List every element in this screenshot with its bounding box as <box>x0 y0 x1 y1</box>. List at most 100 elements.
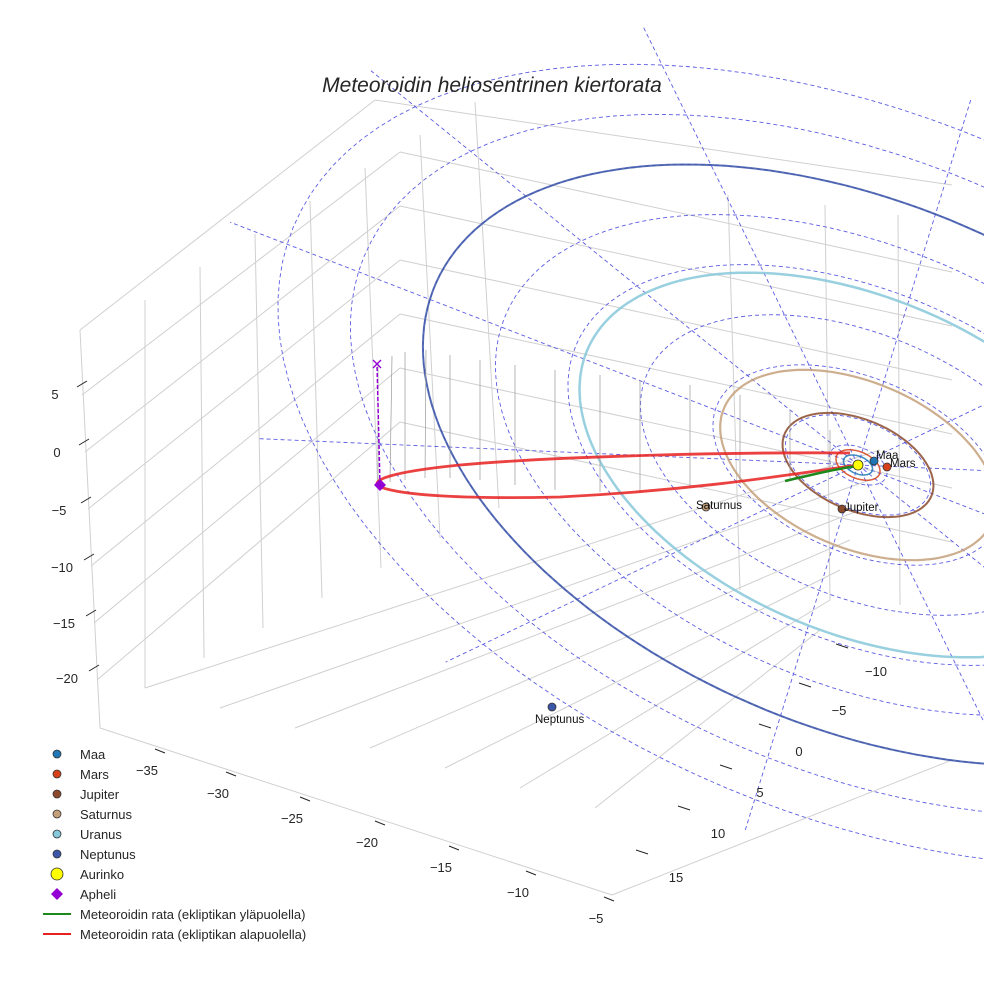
y-tick-label: 0 <box>795 744 802 759</box>
legend-item: Apheli <box>40 884 306 904</box>
legend-swatch <box>40 924 80 944</box>
legend: Maa Mars Jupiter Saturnus Uranus Neptunus Auri… <box>40 744 306 944</box>
legend-label: Jupiter <box>80 787 119 802</box>
legend-item: Jupiter <box>40 784 306 804</box>
legend-label: Neptunus <box>80 847 136 862</box>
legend-item: Meteoroidin rata (ekliptikan alapuolella… <box>40 924 306 944</box>
legend-circle <box>53 770 61 778</box>
legend-item: Maa <box>40 744 306 764</box>
pane-gridline <box>82 152 400 395</box>
x-tick-label: −5 <box>589 911 604 926</box>
y-tick <box>636 850 648 854</box>
pane-gridline <box>200 267 204 658</box>
pane-edge <box>80 100 375 330</box>
y-tick-label: −10 <box>865 664 887 679</box>
legend-swatch <box>40 864 80 884</box>
pane-gridline <box>400 422 952 542</box>
grid-ring <box>568 265 984 666</box>
legend-circle <box>53 790 61 798</box>
grid-spoke <box>744 465 858 833</box>
x-tick-label: −20 <box>356 835 378 850</box>
grid-spoke <box>858 97 972 465</box>
legend-label: Uranus <box>80 827 122 842</box>
aphelion-projection-marker <box>373 360 381 368</box>
grid-spoke <box>230 222 858 465</box>
legend-item: Aurinko <box>40 864 306 884</box>
legend-circle <box>53 830 61 838</box>
body-label-neptunus: Neptunus <box>535 714 584 726</box>
legend-swatch <box>40 904 80 924</box>
body-neptunus <box>548 703 556 711</box>
meteoroid-orbit <box>373 350 858 498</box>
grid-spoke <box>858 268 984 465</box>
x-tick <box>526 871 536 875</box>
legend-swatch <box>40 824 80 844</box>
body-label-mars: Mars <box>890 458 916 470</box>
y-tick-label: 5 <box>756 785 763 800</box>
legend-marker <box>40 804 80 824</box>
legend-marker <box>40 744 80 764</box>
pane-edge <box>375 100 952 185</box>
pane-gridline <box>310 201 322 598</box>
legend-marker <box>40 784 80 804</box>
legend-swatch <box>40 844 80 864</box>
grid-ring <box>641 315 984 616</box>
body-label-jupiter: Jupiter <box>844 502 879 514</box>
legend-marker <box>40 904 80 924</box>
z-tick <box>84 554 94 560</box>
pane-gridline <box>94 368 400 623</box>
x-tick-label: −15 <box>430 860 452 875</box>
z-tick-label: 0 <box>53 445 60 460</box>
z-tick <box>77 381 87 387</box>
pane-edge <box>612 760 952 895</box>
y-tick-label: −5 <box>832 703 847 718</box>
z-tick-label: −15 <box>53 616 75 631</box>
z-tick-label: 5 <box>51 387 58 402</box>
legend-label: Saturnus <box>80 807 132 822</box>
pane-gridline <box>595 630 820 808</box>
pane-gridline <box>91 314 400 566</box>
pane-gridline <box>97 422 400 680</box>
y-tick <box>720 765 732 769</box>
legend-label: Apheli <box>80 887 116 902</box>
pane-gridline <box>220 480 870 708</box>
legend-item: Mars <box>40 764 306 784</box>
legend-swatch <box>40 744 80 764</box>
y-tick-label: 15 <box>669 870 683 885</box>
y-tick <box>678 806 690 810</box>
legend-diamond <box>51 888 63 900</box>
pane-gridline <box>475 102 499 508</box>
legend-marker <box>40 844 80 864</box>
legend-marker <box>40 764 80 784</box>
legend-swatch <box>40 804 80 824</box>
z-tick-label: −20 <box>56 671 78 686</box>
legend-label: Mars <box>80 767 109 782</box>
legend-item: Saturnus <box>40 804 306 824</box>
z-tick-label: −10 <box>51 560 73 575</box>
legend-circle <box>53 850 61 858</box>
y-tick <box>799 683 811 687</box>
legend-marker <box>40 884 80 904</box>
legend-circle <box>51 868 63 880</box>
legend-swatch <box>40 784 80 804</box>
pane-gridline <box>400 314 952 434</box>
legend-circle <box>53 750 61 758</box>
legend-swatch <box>40 884 80 904</box>
x-tick <box>375 821 385 825</box>
legend-item: Uranus <box>40 824 306 844</box>
y-tick <box>759 724 771 728</box>
pane-gridline <box>898 215 900 605</box>
legend-marker <box>40 864 80 884</box>
x-tick-label: −10 <box>507 885 529 900</box>
pane-gridline <box>85 206 400 452</box>
grid-spoke <box>858 465 984 905</box>
legend-swatch <box>40 764 80 784</box>
legend-label: Aurinko <box>80 867 124 882</box>
legend-circle <box>53 810 61 818</box>
z-tick-label: −5 <box>52 503 67 518</box>
chart-title: Meteoroidin heliosentrinen kiertorata <box>0 74 984 98</box>
legend-marker <box>40 924 80 944</box>
pane-gridline <box>520 600 830 788</box>
legend-marker <box>40 824 80 844</box>
